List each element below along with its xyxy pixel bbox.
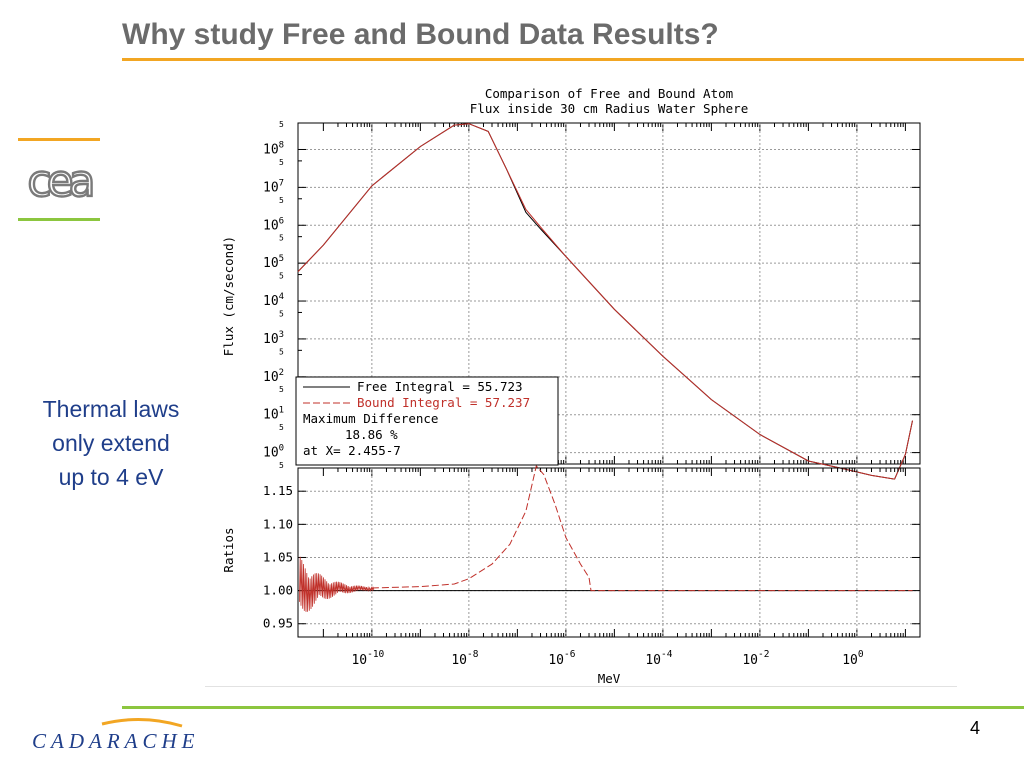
flux-y-minor-label: 5 [279,158,284,167]
flux-y-minor-label: 5 [279,385,284,394]
legend: Free Integral = 55.723 Bound Integral = … [295,376,559,466]
flux-frame [297,122,921,465]
flux-y-tick-label: 101 [263,406,284,423]
slide-title: Why study Free and Bound Data Results? [122,18,719,51]
series-bound-ratio-noise [299,556,375,612]
cadarache-swoosh [101,718,183,728]
x-tick-label: 10-2 [742,649,769,668]
ratio-y-tick-label: 1.15 [263,483,293,498]
flux-y-minor-label: 5 [279,234,284,243]
side-note: Thermal laws only extend up to 4 eV [20,392,202,494]
flux-y-tick-label: 107 [263,178,284,195]
legend-note-value: 18.86 % [345,427,398,442]
legend-entry-bound: Bound Integral = 57.237 [357,395,530,410]
y-axis-label-ratios: Ratios [221,527,236,572]
flux-y-tick-label: 103 [263,330,284,347]
side-note-line: up to 4 eV [58,464,164,490]
x-tick-label: 10-6 [548,649,575,668]
title-rule [122,58,1024,61]
flux-y-tick-label: 104 [263,292,284,309]
x-tick-label: 10-4 [645,649,672,668]
side-note-line: Thermal laws [42,396,180,422]
flux-y-minor-label: 5 [279,423,284,432]
x-tick-label: 10-8 [451,649,478,668]
flux-y-minor-label: 5 [279,461,284,470]
legend-entry-free: Free Integral = 55.723 [357,379,523,394]
flux-comparison-figure: Comparison of Free and Bound Atom Flux i… [221,86,921,686]
side-note-line: only extend [52,430,170,456]
cadarache-logo-text: CADARACHE [32,729,199,753]
figure-separator [205,686,957,687]
ratio-y-tick-label: 0.95 [263,616,293,631]
x-tick-label: 100 [842,649,864,668]
legend-note-title: Maximum Difference [303,411,438,426]
cadarache-logo: CADARACHE [32,718,199,753]
flux-y-tick-label: 102 [263,368,284,385]
chart-title: Comparison of Free and Bound Atom [485,86,733,101]
flux-y-minor-label: 5 [279,309,284,318]
ratio-y-tick-label: 1.10 [263,516,293,531]
series-bound-flux [297,123,913,480]
flux-y-minor-label: 5 [279,120,284,129]
ratio-frame [297,467,921,638]
flux-y-tick-label: 108 [263,140,284,157]
series-bound-ratio [371,464,913,592]
ratio-y-tick-label: 1.05 [263,549,293,564]
flux-y-tick-label: 100 [263,444,284,461]
cea-logo: cea [18,138,100,221]
x-tick-label: 10-10 [351,649,384,668]
x-axis-label: MeV [598,671,621,686]
flux-y-minor-label: 5 [279,196,284,205]
footer-rule [122,706,1024,709]
ratio-y-tick-label: 1.00 [263,583,293,598]
y-axis-label-flux: Flux (cm/second) [221,236,236,356]
ratio-plot: 1.15 1.10 1.05 1.00 0.95 10-10 10-8 10-6 10-4 10-… [263,464,921,668]
page-number: 4 [969,718,980,738]
cea-logo-text: cea [27,156,91,207]
chart-subtitle: Flux inside 30 cm Radius Water Sphere [470,101,748,116]
legend-note-location: at X= 2.455-7 [303,443,401,458]
legend-box [295,376,559,466]
flux-y-tick-label: 105 [263,254,284,271]
flux-y-minor-label: 5 [279,272,284,281]
flux-y-minor-label: 5 [279,347,284,356]
flux-y-tick-label: 106 [263,216,284,233]
